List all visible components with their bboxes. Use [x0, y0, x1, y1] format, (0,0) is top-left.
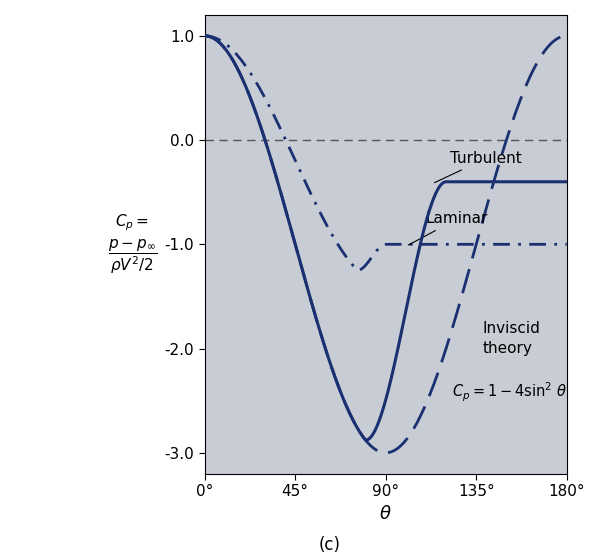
Laminar [354, 267, 361, 274]
Laminar [220, 39, 227, 45]
Inviscid [377, 449, 385, 455]
Inviscid [382, 450, 389, 456]
Turbulent [368, 433, 375, 440]
Laminar [553, 241, 560, 248]
Laminar [563, 241, 570, 248]
X-axis label: $\theta$: $\theta$ [379, 505, 392, 522]
Inviscid [201, 32, 208, 39]
Line: Turbulent: Turbulent [205, 36, 566, 440]
Turbulent [563, 179, 570, 185]
Laminar [377, 243, 385, 250]
Text: Turbulent: Turbulent [434, 151, 522, 183]
Laminar [487, 241, 494, 248]
Text: $C_p = $
$\dfrac{p - p_\infty}{\rho V^2/2}$: $C_p = $ $\dfrac{p - p_\infty}{\rho V^2/… [107, 213, 157, 276]
Line: Inviscid: Inviscid [205, 36, 566, 453]
Text: Inviscid
theory: Inviscid theory [482, 321, 540, 356]
Text: (c): (c) [319, 536, 341, 554]
Laminar [368, 254, 375, 261]
Turbulent [553, 179, 560, 185]
Laminar [201, 32, 208, 39]
Laminar [553, 241, 560, 248]
Turbulent [220, 43, 227, 50]
Inviscid [553, 36, 560, 43]
Line: Laminar: Laminar [205, 36, 566, 270]
Inviscid [563, 32, 570, 39]
Turbulent [377, 412, 385, 419]
Turbulent [487, 179, 494, 185]
Text: $C_p = 1 - 4\sin^2\,\theta$: $C_p = 1 - 4\sin^2\,\theta$ [452, 381, 567, 404]
Text: Laminar: Laminar [408, 212, 488, 245]
Inviscid [368, 443, 375, 450]
Inviscid [487, 192, 494, 198]
Inviscid [553, 36, 560, 43]
Inviscid [220, 43, 227, 50]
Turbulent [553, 179, 560, 185]
Turbulent [362, 437, 370, 444]
Turbulent [201, 32, 208, 39]
